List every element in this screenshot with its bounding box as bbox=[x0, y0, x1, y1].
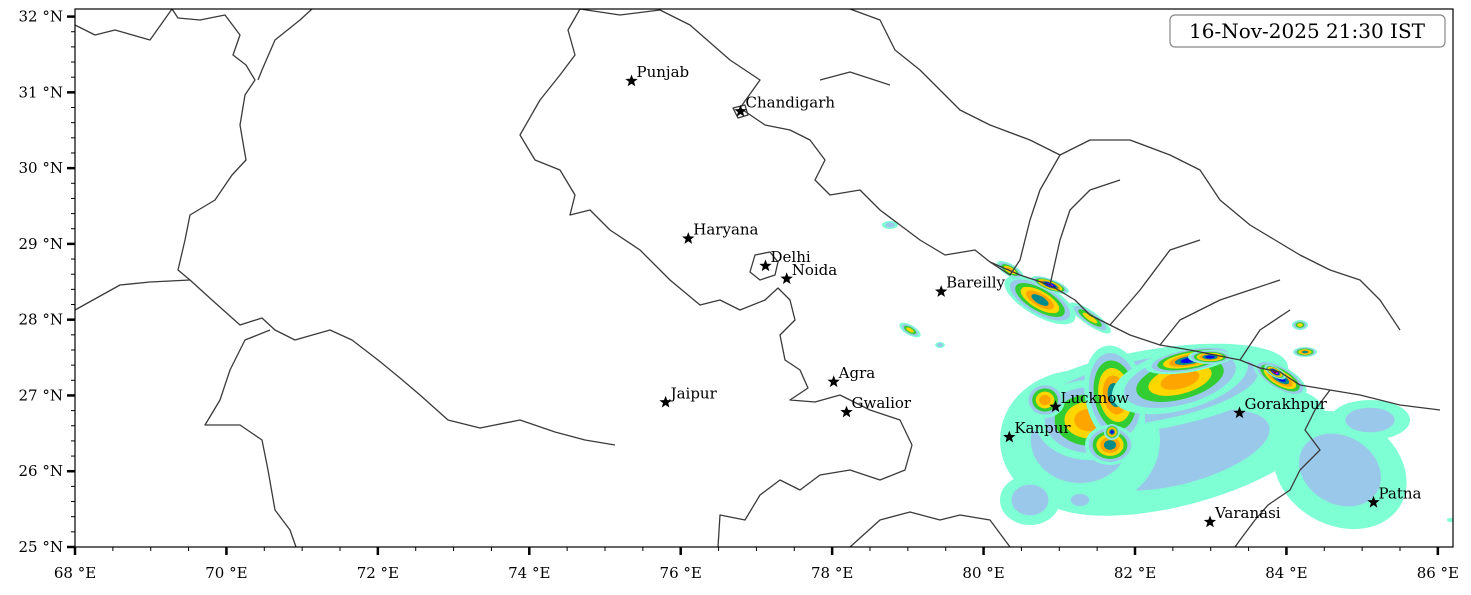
y-tick-label: 32 °N bbox=[19, 8, 63, 26]
city-label: Agra bbox=[838, 364, 876, 382]
city-gwalior: Gwalior bbox=[840, 394, 912, 418]
x-tick-label: 72 °E bbox=[357, 564, 399, 582]
city-label: Varanasi bbox=[1214, 504, 1281, 522]
city-chandigarh: Chandigarh bbox=[734, 93, 836, 117]
rain-contour bbox=[1103, 440, 1117, 450]
city-jaipur: Jaipur bbox=[659, 384, 718, 408]
city-label: Lucknow bbox=[1061, 389, 1130, 407]
city-label: Gorakhpur bbox=[1244, 395, 1327, 413]
border-up-mp bbox=[717, 394, 1011, 548]
x-tick-label: 68 °E bbox=[54, 564, 96, 582]
rain-contour bbox=[1299, 433, 1381, 507]
border-delhi bbox=[749, 251, 779, 281]
city-agra: Agra bbox=[827, 364, 876, 388]
star-icon bbox=[780, 272, 793, 284]
border-rajasthan-west bbox=[189, 279, 616, 446]
y-tick-label: 31 °N bbox=[19, 83, 63, 101]
rain-contour bbox=[1011, 484, 1049, 516]
city-haryana: Haryana bbox=[682, 221, 759, 244]
border-uttarakhand bbox=[819, 8, 1061, 276]
border-pakistan-india bbox=[74, 8, 256, 311]
city-label: Kanpur bbox=[1014, 419, 1071, 437]
rain-contour bbox=[1160, 370, 1200, 390]
y-tick-label: 28 °N bbox=[19, 311, 63, 329]
x-tick-label: 74 °E bbox=[508, 564, 550, 582]
city-patna: Patna bbox=[1367, 484, 1422, 508]
rain-contour bbox=[1297, 323, 1303, 327]
x-tick-label: 82 °E bbox=[1114, 564, 1156, 582]
axes: 68 °E 70 °E 72 °E 74 °E 76 °E 78 °E 80 °E 82 °E… bbox=[19, 8, 1459, 582]
rain-contour bbox=[1345, 407, 1395, 433]
x-axis: 68 °E 70 °E 72 °E 74 °E 76 °E 78 °E 80 °E 82 °E… bbox=[54, 547, 1459, 582]
star-icon bbox=[840, 405, 853, 418]
city-noida: Noida bbox=[780, 261, 838, 284]
star-icon bbox=[1233, 406, 1246, 419]
border-nepal-districts bbox=[1049, 139, 1401, 361]
border-punjab-north bbox=[74, 8, 313, 81]
border-up-bihar bbox=[1234, 389, 1441, 548]
rain-contour bbox=[1447, 518, 1453, 522]
x-tick-label: 70 °E bbox=[205, 564, 247, 582]
star-icon bbox=[1367, 495, 1380, 508]
rain-contour bbox=[1082, 312, 1098, 324]
x-tick-label: 78 °E bbox=[811, 564, 853, 582]
x-tick-label: 80 °E bbox=[962, 564, 1004, 582]
star-icon bbox=[827, 375, 840, 388]
border-gujarat bbox=[204, 329, 297, 548]
timestamp-box: 16-Nov-2025 21:30 IST bbox=[1169, 14, 1446, 48]
plot-frame bbox=[74, 8, 1454, 548]
city-label: Punjab bbox=[637, 63, 690, 81]
star-icon bbox=[1003, 430, 1016, 443]
city-delhi: Delhi bbox=[759, 248, 811, 272]
timestamp-label: 16-Nov-2025 21:30 IST bbox=[1189, 19, 1426, 43]
border-punjab-haryana bbox=[519, 8, 841, 403]
rain-contour bbox=[1039, 394, 1051, 406]
rain-contour bbox=[936, 343, 944, 347]
rain-contour bbox=[885, 222, 895, 228]
star-icon bbox=[759, 259, 772, 272]
rain-contour bbox=[1302, 350, 1308, 354]
city-label: Gwalior bbox=[852, 394, 912, 412]
border-himachal-jk bbox=[579, 8, 991, 263]
star-icon bbox=[682, 232, 695, 244]
x-tick-label: 86 °E bbox=[1417, 564, 1459, 582]
city-label: Patna bbox=[1379, 484, 1422, 502]
rainfall-layer bbox=[882, 221, 1453, 530]
city-label: Haryana bbox=[693, 221, 758, 239]
y-tick-label: 27 °N bbox=[19, 386, 63, 404]
city-bareilly: Bareilly bbox=[935, 274, 1006, 297]
rain-contour bbox=[906, 327, 914, 333]
city-label: Bareilly bbox=[946, 274, 1005, 292]
city-kanpur: Kanpur bbox=[1003, 419, 1071, 443]
x-tick-label: 84 °E bbox=[1265, 564, 1307, 582]
y-tick-label: 25 °N bbox=[19, 538, 63, 556]
y-axis: 25 °N 26 °N 27 °N 28 °N 29 °N 30 °N 31 °N 32 °N bbox=[19, 8, 75, 556]
rain-contour bbox=[1110, 430, 1114, 434]
star-icon bbox=[1049, 400, 1062, 413]
city-label: Noida bbox=[792, 261, 838, 279]
city-punjab: Punjab bbox=[625, 63, 690, 87]
state-borders bbox=[74, 8, 1441, 548]
rain-contour bbox=[1070, 493, 1090, 507]
border-chandigarh bbox=[732, 104, 749, 119]
x-tick-label: 76 °E bbox=[660, 564, 702, 582]
star-icon bbox=[734, 104, 747, 117]
city-label: Chandigarh bbox=[746, 93, 836, 111]
y-tick-label: 26 °N bbox=[19, 462, 63, 480]
star-icon bbox=[659, 395, 672, 408]
city-label: Jaipur bbox=[669, 384, 718, 402]
star-icon bbox=[1203, 515, 1217, 528]
y-tick-label: 29 °N bbox=[19, 235, 63, 253]
city-varanasi: Varanasi bbox=[1203, 504, 1281, 528]
city-label: Delhi bbox=[771, 248, 811, 266]
rain-contour bbox=[1205, 355, 1215, 359]
city-gorakhpur: Gorakhpur bbox=[1233, 395, 1328, 419]
star-icon bbox=[625, 74, 638, 87]
city-lucknow: Lucknow bbox=[1049, 389, 1130, 413]
rain-contour bbox=[1031, 294, 1049, 306]
star-icon bbox=[935, 285, 948, 297]
y-tick-label: 30 °N bbox=[19, 159, 63, 177]
